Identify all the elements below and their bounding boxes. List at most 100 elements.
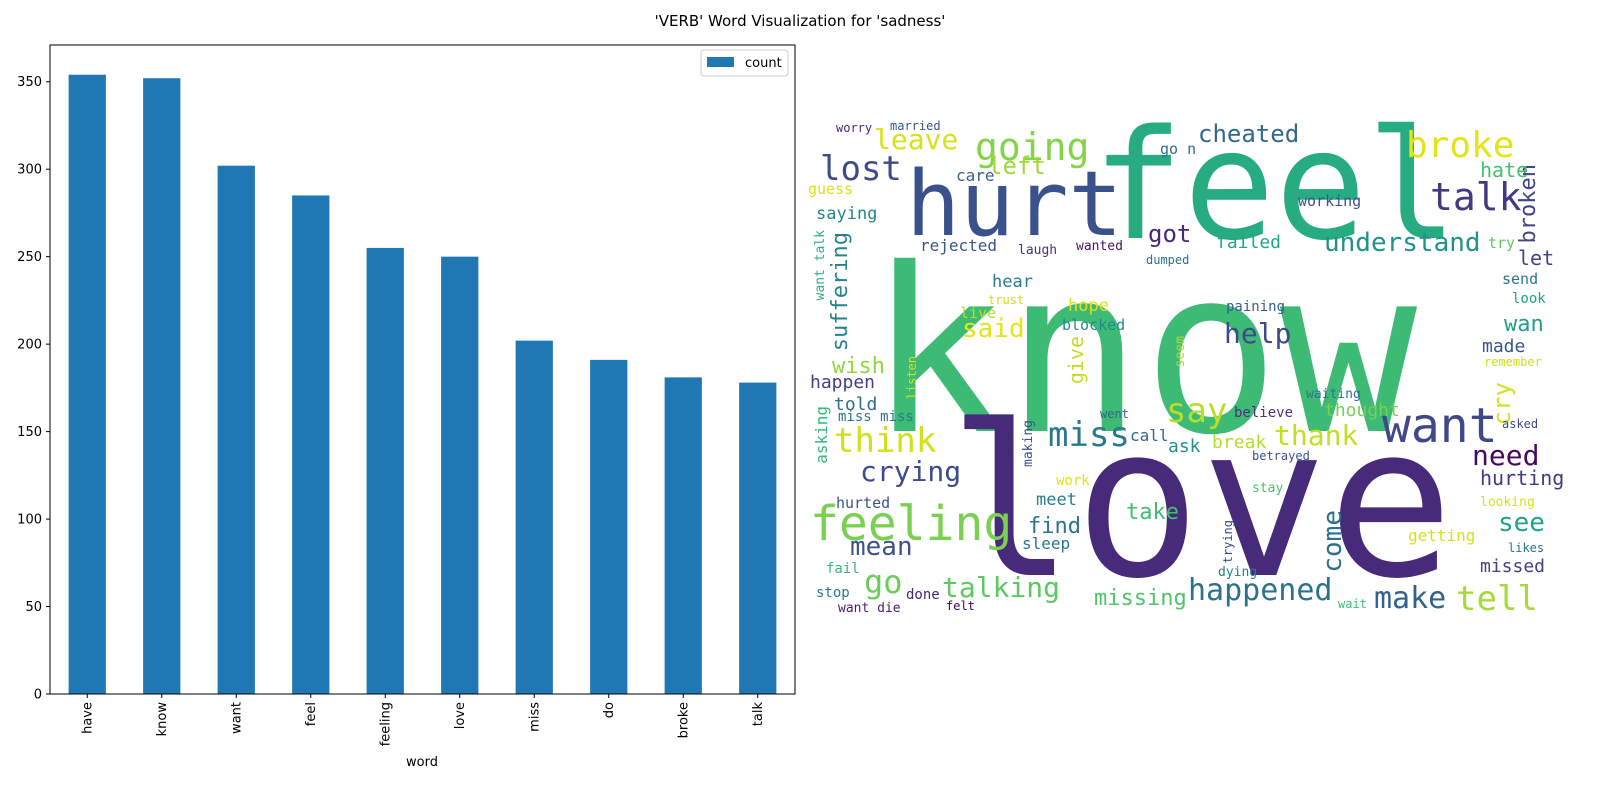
cloud-word: miss — [1048, 415, 1130, 455]
cloud-word: wait — [1338, 597, 1367, 611]
cloud-word: told — [834, 394, 878, 415]
cloud-word: hear — [992, 272, 1033, 292]
cloud-word: mean — [850, 532, 913, 562]
cloud-word: done — [906, 587, 940, 603]
cloud-word: look — [1512, 291, 1546, 307]
cloud-word: hurted — [836, 494, 891, 512]
cloud-word: believe — [1234, 405, 1294, 421]
cloud-word: give — [1064, 336, 1088, 385]
cloud-word: asked — [1502, 417, 1539, 431]
cloud-word: understand — [1324, 228, 1481, 258]
cloud-word: made — [1482, 336, 1526, 357]
legend-box — [700, 49, 789, 77]
cloud-word: seem — [1173, 336, 1188, 368]
cloud-word: betrayed — [1252, 449, 1310, 463]
cloud-word: make — [1374, 581, 1447, 616]
cloud-word: thank — [1274, 419, 1359, 452]
cloud-word: rejected — [920, 236, 998, 255]
cloud-word: paining — [1226, 299, 1286, 315]
cloud-word: married — [890, 119, 941, 133]
cloud-word: want — [1382, 398, 1498, 454]
cloud-word: listen — [905, 356, 919, 400]
cloud-word: suffering — [828, 232, 853, 352]
bar-broke — [664, 377, 702, 694]
figure-title: 'VERB' Word Visualization for 'sadness' — [654, 12, 946, 30]
cloud-word: missing — [1094, 586, 1187, 611]
cloud-word: looking — [1480, 495, 1535, 510]
x-tick-label: miss — [527, 702, 542, 732]
cloud-word: want talk — [813, 230, 828, 301]
x-tick-label: have — [80, 702, 95, 734]
x-axis-label: word — [406, 755, 438, 770]
word-cloud: know love feel hurt want feeling tell talk broke… — [808, 97, 1570, 630]
cloud-word: love — [948, 380, 1454, 625]
cloud-word: crying — [860, 455, 962, 488]
cloud-word: trying — [1221, 520, 1235, 564]
cloud-word: lost — [820, 149, 902, 189]
cloud-word: saying — [816, 204, 878, 224]
cloud-word: blocked — [1062, 316, 1126, 334]
bar-miss — [515, 340, 553, 694]
cloud-word: want die — [838, 601, 901, 616]
cloud-word: trust — [988, 293, 1025, 307]
cloud-word: say — [1166, 391, 1228, 431]
x-tick-label: know — [155, 702, 170, 737]
cloud-word: try — [1488, 234, 1516, 252]
cloud-word: got — [1148, 220, 1192, 248]
y-tick-label: 250 — [17, 250, 42, 265]
cloud-word: worry — [836, 121, 873, 135]
cloud-word: ask — [1168, 436, 1201, 457]
cloud-word: go — [864, 563, 903, 601]
bar-feel — [292, 195, 330, 694]
cloud-word: said — [962, 314, 1025, 344]
cloud-word: thought — [1324, 400, 1400, 421]
x-tick-label: feeling — [378, 702, 393, 746]
bar-series — [68, 74, 777, 695]
cloud-word: leave — [874, 123, 959, 156]
cloud-word: guess — [808, 180, 854, 198]
cloud-word: miss miss — [838, 409, 914, 425]
cloud-word: failed — [1216, 232, 1282, 253]
cloud-word: think — [834, 421, 937, 461]
bar-feeling — [366, 247, 404, 695]
cloud-word: wanted — [1076, 239, 1123, 254]
cloud-word: dumped — [1146, 253, 1190, 267]
cloud-word: come — [1318, 510, 1348, 573]
cloud-word: missed — [1480, 556, 1546, 577]
cloud-word: wish — [832, 354, 885, 379]
x-tick-label: broke — [676, 702, 691, 738]
cloud-word: know — [868, 219, 1418, 485]
y-tick-label: 50 — [25, 600, 42, 615]
cloud-word: waiting — [1306, 387, 1361, 402]
x-tick-label: talk — [751, 702, 766, 727]
x-tick-label: love — [453, 702, 468, 729]
cloud-word: tell — [1456, 579, 1538, 619]
cloud-word: broke — [1406, 125, 1515, 166]
cloud-word: stop — [816, 585, 850, 601]
cloud-word: asking — [812, 406, 831, 464]
cloud-word: hurt — [906, 152, 1123, 257]
y-tick-label: 200 — [17, 338, 42, 353]
y-tick-label: 0 — [34, 688, 42, 703]
cloud-word: hurting — [1480, 466, 1565, 490]
cloud-word: going — [975, 125, 1090, 169]
bar-chart: 0 50 100 150 200 250 300 350 have know want feel fe… — [17, 44, 796, 770]
cloud-word: getting — [1408, 526, 1476, 545]
cloud-word: meet — [1036, 490, 1077, 510]
cloud-word: go n — [1160, 140, 1197, 158]
bar-want — [217, 165, 255, 695]
cloud-word: work — [1056, 473, 1090, 489]
cloud-word: feel — [1092, 97, 1459, 274]
cloud-word: talking — [942, 571, 1061, 604]
y-tick-label: 100 — [17, 513, 42, 528]
cloud-word: likes — [1508, 541, 1545, 555]
cloud-word: wan — [1504, 312, 1544, 337]
cloud-word: take — [1126, 500, 1179, 525]
cloud-word: felt — [946, 599, 975, 613]
legend-swatch — [707, 57, 734, 67]
cloud-word: call — [1130, 426, 1169, 445]
cloud-word: live — [960, 304, 997, 322]
cloud-word: send — [1502, 270, 1539, 288]
cloud-word: making — [1021, 420, 1036, 467]
bar-have — [68, 74, 106, 695]
